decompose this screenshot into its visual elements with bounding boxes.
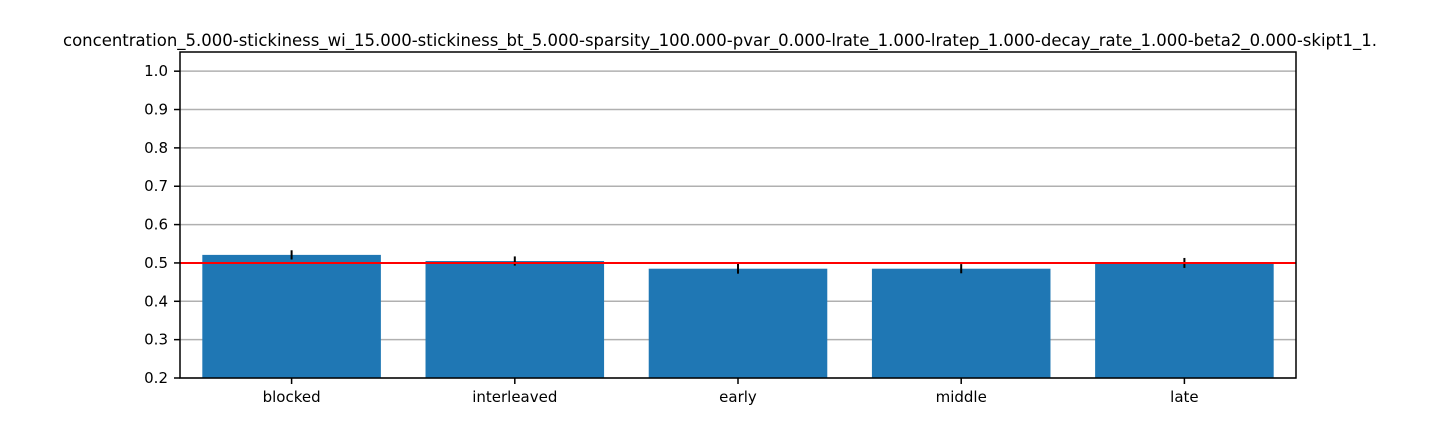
y-tick-label: 0.8 (144, 139, 168, 157)
y-tick-label: 0.4 (144, 292, 168, 310)
x-tick-label: late (1170, 388, 1198, 406)
y-tick-label: 0.7 (144, 177, 168, 195)
bar-middle (871, 268, 1051, 378)
y-axis: 0.2 0.3 0.4 0.5 0.6 0.7 0.8 0.9 1.0 (144, 62, 180, 387)
bar-early (648, 268, 828, 378)
bar-interleaved (425, 261, 605, 378)
bar-blocked (202, 254, 381, 378)
y-tick-label: 0.3 (144, 331, 168, 349)
x-tick-label: middle (936, 388, 987, 406)
x-tick-label: early (719, 388, 757, 406)
bar-late (1095, 262, 1274, 378)
x-tick-label: blocked (263, 388, 321, 406)
y-tick-label: 0.2 (144, 369, 168, 387)
x-tick-label: interleaved (472, 388, 557, 406)
chart-title: concentration_5.000-stickiness_wi_15.000… (63, 31, 1377, 51)
bars (202, 254, 1274, 378)
y-tick-label: 0.6 (144, 216, 168, 234)
x-axis: blocked interleaved early middle late (263, 378, 1199, 406)
y-tick-label: 1.0 (144, 62, 168, 80)
y-tick-label: 0.9 (144, 101, 168, 119)
y-tick-label: 0.5 (144, 254, 168, 272)
